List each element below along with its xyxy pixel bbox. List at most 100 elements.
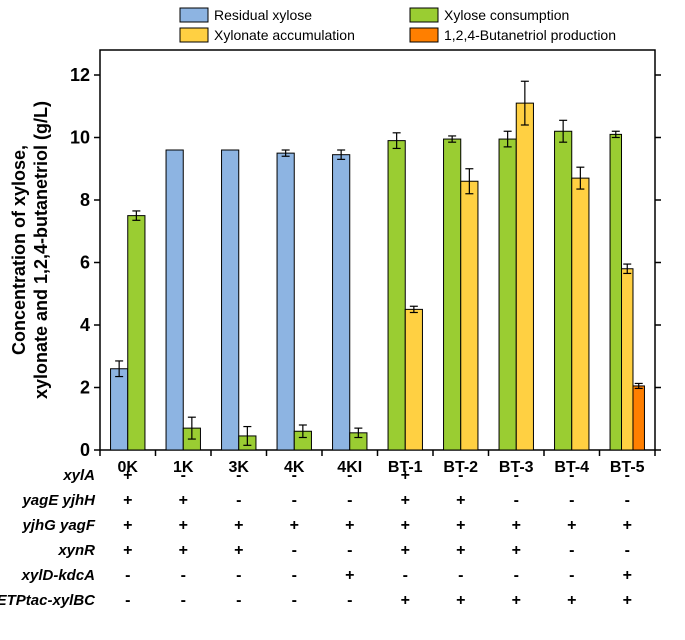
bar-butanetriol_production bbox=[633, 386, 644, 450]
bar-xylose_consumption bbox=[388, 141, 405, 450]
genotype-cell: + bbox=[623, 517, 632, 534]
genotype-cell: + bbox=[179, 517, 188, 534]
legend-label: Residual xylose bbox=[214, 7, 312, 23]
genotype-cell: - bbox=[181, 592, 186, 609]
genotype-cell: + bbox=[123, 492, 132, 509]
svg-text:12: 12 bbox=[70, 65, 90, 85]
genotype-cell: - bbox=[625, 492, 630, 509]
bar-xylose_consumption bbox=[444, 139, 461, 450]
svg-text:6: 6 bbox=[80, 253, 90, 273]
genotype-row-label: pETPtac-xylBC bbox=[0, 592, 96, 609]
genotype-cell: - bbox=[569, 467, 574, 484]
genotype-cell: + bbox=[456, 517, 465, 534]
genotype-cell: - bbox=[236, 592, 241, 609]
chart-container: 0 2 4 6 8 10 12 Concentration of xylose,xylonat… bbox=[0, 0, 685, 640]
genotype-cell: - bbox=[347, 467, 352, 484]
bar-xylonate_accumulation bbox=[622, 269, 633, 450]
genotype-cell: - bbox=[625, 542, 630, 559]
bar-xylose_consumption bbox=[610, 134, 621, 450]
genotype-cell: + bbox=[567, 592, 576, 609]
genotype-cell: - bbox=[236, 492, 241, 509]
genotype-cell: - bbox=[403, 567, 408, 584]
genotype-cell: + bbox=[401, 592, 410, 609]
genotype-cell: + bbox=[234, 517, 243, 534]
genotype-row-label: yagE yjhH bbox=[21, 492, 96, 509]
genotype-cell: + bbox=[401, 467, 410, 484]
genotype-cell: + bbox=[401, 542, 410, 559]
bar-xylonate_accumulation bbox=[405, 309, 422, 450]
genotype-row-label: yjhG yagF bbox=[21, 517, 95, 534]
genotype-cell: + bbox=[123, 542, 132, 559]
genotype-cell: - bbox=[569, 542, 574, 559]
genotype-cell: + bbox=[512, 517, 521, 534]
legend-swatch bbox=[180, 28, 208, 42]
bar-residual_xylose bbox=[277, 153, 294, 450]
genotype-cell: + bbox=[123, 517, 132, 534]
genotype-cell: - bbox=[125, 592, 130, 609]
genotype-cell: + bbox=[512, 592, 521, 609]
genotype-cell: + bbox=[179, 542, 188, 559]
svg-text:10: 10 bbox=[70, 128, 90, 148]
genotype-cell: - bbox=[125, 567, 130, 584]
genotype-cell: + bbox=[567, 517, 576, 534]
genotype-cell: + bbox=[179, 492, 188, 509]
genotype-cell: - bbox=[236, 467, 241, 484]
bar-xylonate_accumulation bbox=[461, 181, 478, 450]
genotype-cell: + bbox=[345, 567, 354, 584]
legend-label: Xylonate accumulation bbox=[214, 27, 355, 43]
legend-swatch bbox=[410, 8, 438, 22]
genotype-cell: + bbox=[456, 542, 465, 559]
bar-xylose_consumption bbox=[128, 216, 145, 450]
bar-xylose_consumption bbox=[555, 131, 572, 450]
genotype-cell: - bbox=[347, 492, 352, 509]
genotype-cell: + bbox=[456, 492, 465, 509]
legend-swatch bbox=[410, 28, 438, 42]
genotype-cell: - bbox=[514, 492, 519, 509]
genotype-cell: - bbox=[292, 542, 297, 559]
genotype-row-label: xynR bbox=[57, 542, 95, 559]
genotype-cell: - bbox=[292, 467, 297, 484]
genotype-cell: - bbox=[625, 467, 630, 484]
genotype-cell: - bbox=[569, 567, 574, 584]
bar-xylonate_accumulation bbox=[572, 178, 589, 450]
bar-chart: 0 2 4 6 8 10 12 Concentration of xylose,xylonat… bbox=[0, 0, 685, 640]
bar-xylonate_accumulation bbox=[516, 103, 533, 450]
genotype-cell: + bbox=[290, 517, 299, 534]
genotype-cell: - bbox=[347, 542, 352, 559]
genotype-row-label: xylD-kdcA bbox=[21, 567, 95, 584]
genotype-row-label: xylA bbox=[62, 467, 95, 484]
legend-swatch bbox=[180, 8, 208, 22]
genotype-cell: + bbox=[623, 567, 632, 584]
genotype-cell: + bbox=[512, 542, 521, 559]
svg-text:0: 0 bbox=[80, 440, 90, 460]
genotype-cell: + bbox=[456, 592, 465, 609]
genotype-cell: + bbox=[123, 467, 132, 484]
bar-xylose_consumption bbox=[499, 139, 516, 450]
svg-text:8: 8 bbox=[80, 190, 90, 210]
genotype-cell: + bbox=[234, 542, 243, 559]
genotype-cell: + bbox=[401, 517, 410, 534]
genotype-cell: - bbox=[292, 567, 297, 584]
genotype-cell: - bbox=[181, 567, 186, 584]
genotype-cell: - bbox=[514, 467, 519, 484]
genotype-cell: - bbox=[458, 567, 463, 584]
genotype-cell: - bbox=[292, 592, 297, 609]
genotype-cell: - bbox=[458, 467, 463, 484]
legend-label: Xylose consumption bbox=[444, 7, 569, 23]
genotype-cell: - bbox=[569, 492, 574, 509]
genotype-cell: - bbox=[347, 592, 352, 609]
genotype-cell: - bbox=[292, 492, 297, 509]
genotype-cell: - bbox=[514, 567, 519, 584]
svg-text:4: 4 bbox=[80, 315, 90, 335]
genotype-cell: + bbox=[623, 592, 632, 609]
bar-residual_xylose bbox=[166, 150, 183, 450]
bar-residual_xylose bbox=[333, 155, 350, 450]
legend-label: 1,2,4-Butanetriol production bbox=[444, 27, 616, 43]
svg-text:xylonate and 1,2,4-butanetriol: xylonate and 1,2,4-butanetriol (g/L) bbox=[31, 101, 51, 399]
svg-text:2: 2 bbox=[80, 378, 90, 398]
bar-residual_xylose bbox=[222, 150, 239, 450]
svg-text:Concentration of xylose,: Concentration of xylose, bbox=[9, 145, 29, 355]
genotype-cell: + bbox=[345, 517, 354, 534]
genotype-cell: + bbox=[401, 492, 410, 509]
genotype-cell: - bbox=[181, 467, 186, 484]
